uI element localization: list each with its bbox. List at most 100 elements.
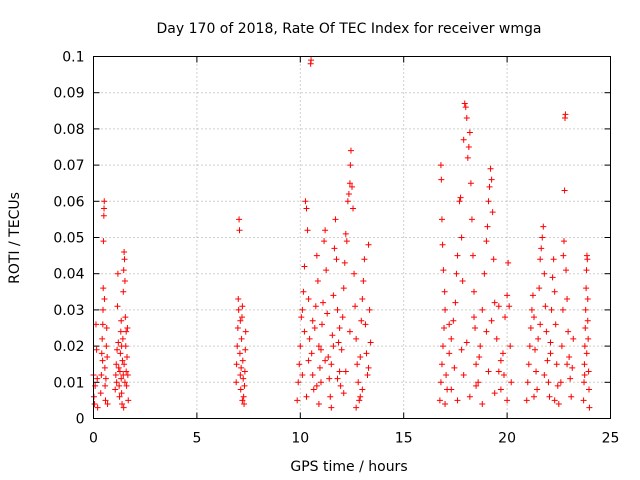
x-tick-label: 15 [395,431,413,447]
data-point [336,325,343,331]
data-point [363,350,370,357]
data-point [454,397,461,404]
data-point [345,191,352,198]
data-point [561,187,568,194]
data-point [460,136,467,143]
data-point [123,382,130,389]
data-point [91,401,98,408]
data-point [237,386,244,393]
data-point [504,292,511,299]
data-point [103,343,110,350]
data-point [121,379,128,386]
data-point [100,285,107,292]
data-point [241,368,248,375]
y-tick-label: 0.08 [53,122,84,138]
data-point [235,306,242,313]
data-point [308,57,315,64]
data-point [309,372,316,379]
data-point [101,296,108,303]
data-point [584,296,591,303]
data-point [309,317,316,324]
data-point [537,256,544,263]
data-point [119,335,126,342]
data-point [334,375,341,382]
data-point [101,198,108,205]
data-point [495,303,502,310]
data-point [581,361,588,368]
y-tick-label: 0.03 [53,303,84,319]
data-point [565,328,572,335]
data-point [304,227,311,234]
data-point [114,346,121,353]
data-point [326,375,333,382]
data-point [525,361,532,368]
data-point [462,104,469,111]
data-point [297,343,304,350]
data-point [583,285,590,292]
data-point [534,386,541,393]
data-point [100,306,107,313]
data-point [439,343,446,350]
data-point [98,372,105,379]
data-point [121,361,128,368]
data-point [560,252,567,259]
data-point [296,361,303,368]
data-point [125,397,132,404]
data-point [441,288,448,295]
data-point [101,364,108,371]
data-point [491,299,498,306]
data-point [99,357,106,364]
data-point [310,386,317,393]
data-point [359,296,366,303]
data-point [317,379,324,386]
data-point [450,317,457,324]
data-point [466,393,473,400]
data-point [120,372,127,379]
data-point [236,350,243,357]
data-point [240,393,247,400]
data-point [327,393,334,400]
data-point [357,353,364,360]
data-point [301,328,308,335]
data-point [115,339,122,346]
data-point [340,390,347,397]
data-point [323,267,330,274]
data-point [562,111,569,118]
data-point [486,183,493,190]
data-point [461,100,468,107]
data-point [547,339,554,346]
data-point [321,238,328,245]
y-tick-label: 0.05 [53,231,84,247]
data-point [360,277,367,284]
y-tick-label: 0.02 [53,339,84,355]
data-point [563,267,570,274]
data-point [555,401,562,408]
data-point [302,198,309,205]
data-points [90,57,593,411]
data-point [116,368,123,375]
y-tick-label: 0 [76,412,85,428]
data-point [452,299,459,306]
data-point [356,397,363,404]
data-point [488,176,495,183]
data-point [322,357,329,364]
data-point [451,364,458,371]
data-point [118,317,125,324]
data-point [463,115,470,122]
data-point [93,346,100,353]
data-point [506,303,513,310]
y-tick-label: 0.09 [53,86,84,102]
data-point [473,361,480,368]
data-point [104,401,111,408]
data-point [554,382,561,389]
data-point [437,162,444,169]
grid [93,56,611,419]
data-point [324,310,331,317]
data-point [544,357,551,364]
data-point [446,350,453,357]
data-point [239,357,246,364]
data-point [120,288,127,295]
data-point [114,270,121,277]
data-point [337,382,344,389]
